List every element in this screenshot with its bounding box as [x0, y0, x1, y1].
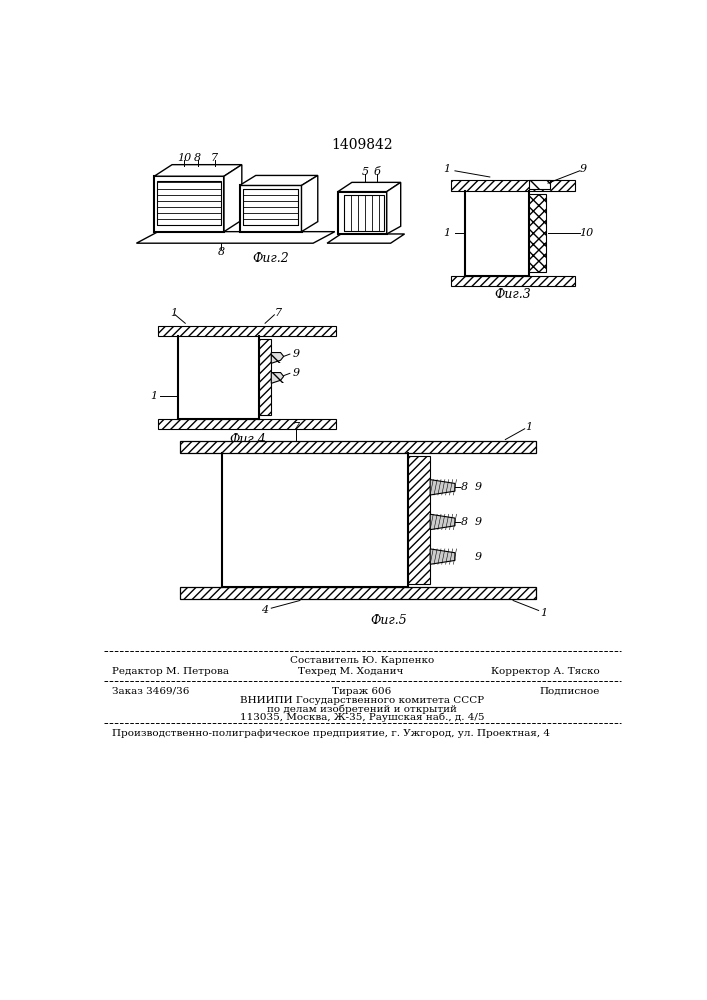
- Bar: [451, 180, 575, 191]
- Bar: [451, 276, 575, 286]
- Text: 1: 1: [443, 164, 451, 174]
- Text: 1: 1: [170, 308, 177, 318]
- Text: Корректор А. Тяско: Корректор А. Тяско: [491, 667, 600, 676]
- Text: Составитель Ю. Карпенко: Составитель Ю. Карпенко: [290, 656, 434, 665]
- Text: 10: 10: [177, 153, 192, 163]
- Text: Фиг.4: Фиг.4: [229, 433, 266, 446]
- Text: Техред М. Ходанич: Техред М. Ходанич: [298, 667, 403, 676]
- Polygon shape: [387, 182, 401, 234]
- Text: 9: 9: [475, 482, 482, 492]
- Text: 7: 7: [293, 422, 300, 432]
- Bar: [451, 180, 575, 191]
- Text: Фиг.3: Фиг.3: [495, 288, 532, 301]
- Polygon shape: [240, 175, 317, 185]
- Text: 7: 7: [275, 308, 282, 318]
- Bar: [158, 419, 337, 429]
- Text: Подписное: Подписное: [539, 687, 600, 696]
- Polygon shape: [271, 353, 284, 363]
- Bar: [271, 353, 284, 363]
- Bar: [529, 180, 550, 189]
- Bar: [409, 456, 430, 584]
- Text: б: б: [373, 167, 380, 177]
- Bar: [180, 441, 537, 453]
- Bar: [344, 195, 385, 231]
- Bar: [180, 441, 537, 453]
- Text: 9: 9: [475, 552, 482, 562]
- Text: Производственно-полиграфическое предприятие, г. Ужгород, ул. Проектная, 4: Производственно-полиграфическое предприя…: [112, 729, 549, 738]
- Polygon shape: [301, 175, 317, 232]
- Text: 7: 7: [211, 153, 218, 163]
- Bar: [158, 419, 337, 429]
- Bar: [529, 194, 546, 272]
- Polygon shape: [271, 373, 284, 383]
- Bar: [158, 181, 221, 225]
- Bar: [240, 185, 301, 232]
- Polygon shape: [136, 232, 335, 243]
- Text: 8: 8: [217, 247, 224, 257]
- Polygon shape: [224, 165, 242, 232]
- Bar: [529, 180, 550, 189]
- Text: 9: 9: [579, 164, 586, 174]
- Bar: [158, 326, 337, 336]
- Polygon shape: [430, 514, 455, 530]
- Text: 9: 9: [475, 517, 482, 527]
- Text: Заказ 3469/36: Заказ 3469/36: [112, 687, 189, 696]
- Text: 10: 10: [579, 228, 593, 238]
- Text: 8: 8: [194, 153, 201, 163]
- Bar: [158, 326, 337, 336]
- Text: ВНИИПИ Государственного комитета СССР: ВНИИПИ Государственного комитета СССР: [240, 696, 484, 705]
- Text: Тираж 606: Тираж 606: [332, 687, 392, 696]
- Text: 1: 1: [151, 391, 158, 401]
- Bar: [338, 192, 387, 234]
- Bar: [271, 373, 284, 383]
- Text: 1: 1: [525, 422, 532, 432]
- Text: 4: 4: [262, 605, 269, 615]
- Bar: [180, 587, 537, 599]
- Text: 5: 5: [361, 167, 368, 177]
- Text: 9: 9: [293, 368, 300, 378]
- Text: 9: 9: [293, 349, 300, 359]
- Bar: [409, 456, 430, 584]
- Text: Фиг.2: Фиг.2: [252, 252, 289, 265]
- Bar: [529, 194, 546, 272]
- Text: 8: 8: [461, 482, 468, 492]
- Text: Редактор М. Петрова: Редактор М. Петрова: [112, 667, 228, 676]
- Bar: [154, 176, 224, 232]
- Polygon shape: [430, 480, 455, 495]
- Text: 1: 1: [443, 228, 451, 238]
- Polygon shape: [154, 165, 242, 176]
- Bar: [271, 353, 284, 363]
- Text: 1409842: 1409842: [331, 138, 393, 152]
- Bar: [180, 587, 537, 599]
- Text: 1: 1: [540, 608, 547, 618]
- Text: 113035, Москва, Ж-35, Раушская наб., д. 4/5: 113035, Москва, Ж-35, Раушская наб., д. …: [240, 713, 484, 722]
- Bar: [259, 339, 271, 415]
- Text: Фиг.5: Фиг.5: [370, 614, 407, 627]
- Polygon shape: [338, 182, 401, 192]
- Bar: [243, 189, 298, 225]
- Polygon shape: [430, 549, 455, 564]
- Text: 8: 8: [461, 517, 468, 527]
- Polygon shape: [327, 234, 404, 243]
- Bar: [271, 373, 284, 383]
- Bar: [259, 339, 271, 415]
- Bar: [451, 276, 575, 286]
- Text: по делам изобретений и открытий: по делам изобретений и открытий: [267, 704, 457, 714]
